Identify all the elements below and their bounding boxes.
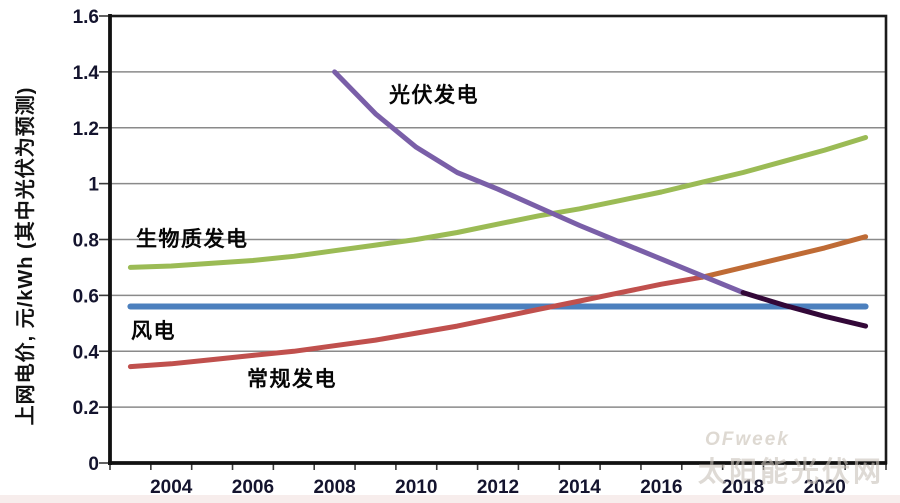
series-line-conventional-extended xyxy=(699,234,869,280)
y-tick-label: 0.6 xyxy=(73,286,99,307)
x-tick-label: 2004 xyxy=(150,477,193,498)
x-tick-label: 2010 xyxy=(395,477,437,498)
y-tick-label: 0.8 xyxy=(73,231,99,252)
x-tick-label: 2012 xyxy=(477,477,519,498)
series-label-biomass: 生物质发电 xyxy=(136,228,249,251)
y-tick-label: 0.2 xyxy=(73,398,99,419)
series-line-solar-actual xyxy=(332,69,746,296)
series-label-wind: 风电 xyxy=(131,320,176,343)
x-tick-label: 2020 xyxy=(804,477,846,498)
y-tick-label: 1.2 xyxy=(73,119,99,140)
watermark-ofweek: OFweek xyxy=(705,429,790,450)
x-tick-label: 2014 xyxy=(559,477,602,498)
y-tick-label: 1.4 xyxy=(73,63,100,84)
y-tick-label: 0 xyxy=(88,454,99,475)
y-tick-label: 1 xyxy=(88,175,99,196)
series-line-biomass xyxy=(127,135,869,270)
series-line-conventional xyxy=(127,274,705,370)
x-tick-label: 2016 xyxy=(640,477,682,498)
x-tick-label: 2008 xyxy=(313,477,355,498)
y-axis-title: 上网电价, 元/kWh (其中光伏为预测) xyxy=(15,86,37,426)
y-tick-label: 0.4 xyxy=(73,342,100,363)
series-label-conventional: 常规发电 xyxy=(247,368,337,391)
watermark-site-name: 太阳能光伏网 xyxy=(698,456,885,487)
series-label-solar-pv: 光伏发电 xyxy=(389,84,479,107)
x-tick-label: 2018 xyxy=(722,477,764,498)
bottom-edge-strip xyxy=(0,495,900,503)
series-line-solar-forecast xyxy=(740,290,869,329)
y-tick-label: 1.6 xyxy=(73,7,99,28)
x-tick-label: 2006 xyxy=(232,477,274,498)
